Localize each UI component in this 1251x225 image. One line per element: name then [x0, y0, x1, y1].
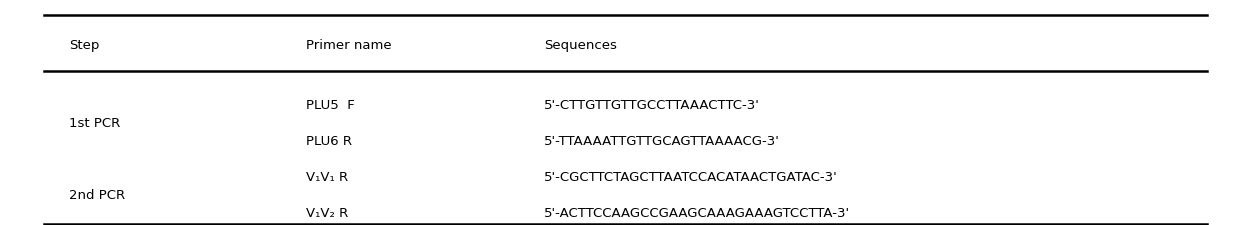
Text: 2nd PCR: 2nd PCR: [69, 188, 125, 201]
Text: 1st PCR: 1st PCR: [69, 116, 120, 129]
Text: Primer name: Primer name: [306, 38, 392, 52]
Text: 5'-CGCTTCTAGCTTAATCCACATAACTGATAC-3': 5'-CGCTTCTAGCTTAATCCACATAACTGATAC-3': [544, 170, 838, 183]
Text: 5'-TTAAAATTGTTGCAGTTAAAACG-3': 5'-TTAAAATTGTTGCAGTTAAAACG-3': [544, 134, 781, 147]
Text: PLU6 R: PLU6 R: [306, 134, 353, 147]
Text: Sequences: Sequences: [544, 38, 617, 52]
Text: V₁V₂ R: V₁V₂ R: [306, 206, 349, 219]
Text: PLU5  F: PLU5 F: [306, 98, 355, 111]
Text: V₁V₁ R: V₁V₁ R: [306, 170, 349, 183]
Text: 5'-CTTGTTGTTGCCTTAAACTTC-3': 5'-CTTGTTGTTGCCTTAAACTTC-3': [544, 98, 761, 111]
Text: 5'-ACTTCCAAGCCGAAGCAAAGAAAGTCCTTA-3': 5'-ACTTCCAAGCCGAAGCAAAGAAAGTCCTTA-3': [544, 206, 851, 219]
Text: Step: Step: [69, 38, 99, 52]
